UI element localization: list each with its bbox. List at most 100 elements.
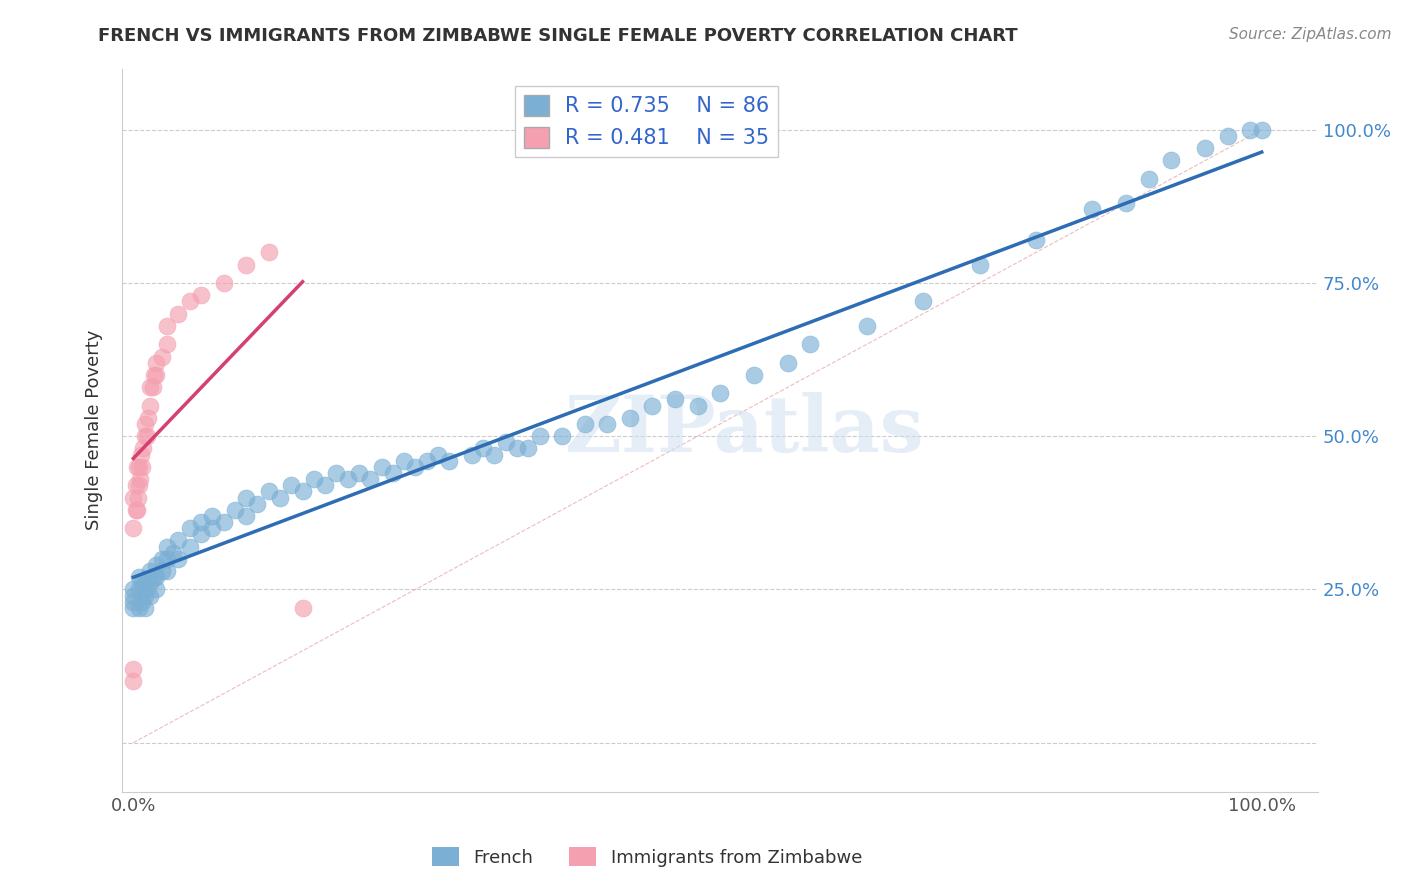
- Point: [201, 508, 224, 523]
- Point: [314, 478, 336, 492]
- Point: [179, 521, 201, 535]
- Point: [190, 527, 212, 541]
- Point: [134, 589, 156, 603]
- Point: [127, 491, 149, 505]
- Point: [551, 429, 574, 443]
- Point: [224, 503, 246, 517]
- Point: [439, 454, 461, 468]
- Point: [619, 410, 641, 425]
- Point: [201, 521, 224, 535]
- Point: [1194, 141, 1216, 155]
- Point: [150, 551, 173, 566]
- Point: [506, 442, 529, 456]
- Point: [574, 417, 596, 431]
- Point: [124, 478, 146, 492]
- Point: [156, 318, 179, 333]
- Point: [145, 356, 167, 370]
- Point: [1137, 171, 1160, 186]
- Point: [134, 576, 156, 591]
- Point: [179, 540, 201, 554]
- Point: [529, 429, 551, 443]
- Point: [145, 368, 167, 382]
- Point: [269, 491, 291, 505]
- Point: [392, 454, 415, 468]
- Point: [128, 570, 150, 584]
- Point: [302, 472, 325, 486]
- Point: [664, 392, 686, 407]
- Point: [162, 546, 184, 560]
- Point: [596, 417, 619, 431]
- Point: [129, 448, 152, 462]
- Point: [212, 515, 235, 529]
- Text: ZIPatlas: ZIPatlas: [564, 392, 924, 468]
- Text: FRENCH VS IMMIGRANTS FROM ZIMBABWE SINGLE FEMALE POVERTY CORRELATION CHART: FRENCH VS IMMIGRANTS FROM ZIMBABWE SINGL…: [98, 27, 1018, 45]
- Point: [1081, 202, 1104, 217]
- Point: [122, 589, 145, 603]
- Point: [427, 448, 450, 462]
- Point: [280, 478, 302, 492]
- Point: [122, 595, 145, 609]
- Point: [167, 307, 190, 321]
- Point: [134, 417, 156, 431]
- Point: [359, 472, 381, 486]
- Point: [156, 564, 179, 578]
- Point: [122, 491, 145, 505]
- Point: [179, 294, 201, 309]
- Point: [190, 515, 212, 529]
- Point: [150, 350, 173, 364]
- Point: [122, 674, 145, 689]
- Point: [131, 459, 153, 474]
- Legend: French, Immigrants from Zimbabwe: French, Immigrants from Zimbabwe: [425, 840, 869, 874]
- Point: [135, 582, 157, 597]
- Point: [122, 582, 145, 597]
- Point: [145, 582, 167, 597]
- Point: [139, 380, 162, 394]
- Text: Source: ZipAtlas.com: Source: ZipAtlas.com: [1229, 27, 1392, 42]
- Point: [145, 558, 167, 572]
- Point: [156, 540, 179, 554]
- Point: [167, 551, 190, 566]
- Point: [370, 459, 392, 474]
- Point: [495, 435, 517, 450]
- Point: [156, 551, 179, 566]
- Point: [167, 533, 190, 548]
- Point: [484, 448, 506, 462]
- Point: [1160, 153, 1182, 168]
- Point: [122, 521, 145, 535]
- Point: [641, 399, 664, 413]
- Point: [134, 600, 156, 615]
- Point: [336, 472, 359, 486]
- Point: [142, 368, 165, 382]
- Point: [1025, 233, 1047, 247]
- Legend: R = 0.735    N = 86, R = 0.481    N = 35: R = 0.735 N = 86, R = 0.481 N = 35: [515, 87, 778, 157]
- Point: [969, 258, 991, 272]
- Point: [246, 497, 269, 511]
- Point: [129, 472, 152, 486]
- Point: [347, 466, 370, 480]
- Point: [1239, 123, 1261, 137]
- Point: [257, 245, 280, 260]
- Point: [291, 484, 314, 499]
- Point: [150, 564, 173, 578]
- Point: [135, 429, 157, 443]
- Point: [139, 589, 162, 603]
- Point: [799, 337, 821, 351]
- Point: [686, 399, 709, 413]
- Point: [142, 570, 165, 584]
- Point: [125, 503, 148, 517]
- Point: [461, 448, 484, 462]
- Point: [139, 564, 162, 578]
- Point: [131, 595, 153, 609]
- Point: [415, 454, 437, 468]
- Point: [136, 410, 159, 425]
- Point: [145, 570, 167, 584]
- Point: [404, 459, 426, 474]
- Point: [1216, 128, 1239, 143]
- Point: [472, 442, 495, 456]
- Point: [517, 442, 540, 456]
- Point: [381, 466, 404, 480]
- Point: [125, 459, 148, 474]
- Point: [124, 503, 146, 517]
- Point: [128, 600, 150, 615]
- Point: [128, 582, 150, 597]
